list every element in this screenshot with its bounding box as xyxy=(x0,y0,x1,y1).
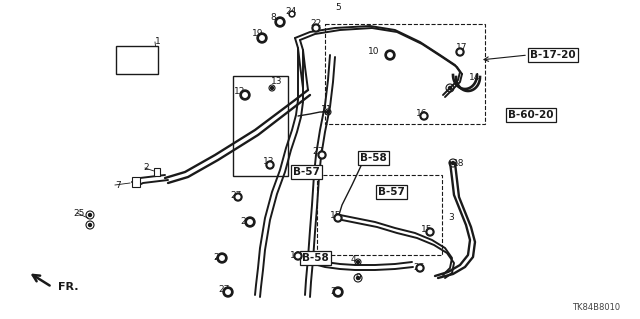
Text: B-57: B-57 xyxy=(378,187,405,197)
Circle shape xyxy=(314,26,318,30)
Text: 23: 23 xyxy=(330,286,341,295)
Bar xyxy=(116,46,158,74)
Circle shape xyxy=(260,36,264,40)
Circle shape xyxy=(449,86,451,90)
Circle shape xyxy=(336,216,340,220)
Circle shape xyxy=(275,17,285,27)
Text: 10: 10 xyxy=(368,48,380,56)
Text: B-58: B-58 xyxy=(302,253,329,263)
Circle shape xyxy=(278,20,282,24)
Circle shape xyxy=(289,11,295,17)
Circle shape xyxy=(248,220,252,224)
Circle shape xyxy=(458,50,462,54)
Text: 27: 27 xyxy=(312,147,323,157)
Text: FR.: FR. xyxy=(58,282,79,292)
Circle shape xyxy=(333,287,343,297)
Circle shape xyxy=(426,228,434,236)
Circle shape xyxy=(418,266,422,270)
Circle shape xyxy=(245,217,255,227)
Circle shape xyxy=(266,161,274,169)
Text: 6: 6 xyxy=(359,151,365,160)
Text: 15: 15 xyxy=(421,226,433,234)
Text: 13: 13 xyxy=(271,78,282,86)
Text: TK84B8010: TK84B8010 xyxy=(572,303,620,313)
Text: 3: 3 xyxy=(448,213,454,222)
Text: 2: 2 xyxy=(143,164,148,173)
Text: 25: 25 xyxy=(73,209,84,218)
Text: 24: 24 xyxy=(285,8,296,17)
Text: 9: 9 xyxy=(355,273,361,283)
Text: 16: 16 xyxy=(416,108,428,117)
Circle shape xyxy=(356,261,360,263)
Text: 27: 27 xyxy=(218,286,229,294)
Text: B-58: B-58 xyxy=(360,153,387,163)
Circle shape xyxy=(422,114,426,118)
Circle shape xyxy=(257,33,267,43)
Text: 27: 27 xyxy=(230,190,241,199)
Circle shape xyxy=(88,224,92,226)
Text: 21: 21 xyxy=(213,253,225,262)
Text: 15: 15 xyxy=(330,211,342,219)
Circle shape xyxy=(240,90,250,100)
Circle shape xyxy=(268,163,272,167)
Circle shape xyxy=(388,53,392,57)
Bar xyxy=(317,175,442,255)
Text: 22: 22 xyxy=(310,19,321,28)
Text: 12: 12 xyxy=(234,87,245,97)
Text: 17: 17 xyxy=(456,43,467,53)
Text: B-57: B-57 xyxy=(293,167,320,177)
Bar xyxy=(325,24,485,124)
Text: 26: 26 xyxy=(413,263,424,272)
Text: B-17-20: B-17-20 xyxy=(530,50,575,60)
Circle shape xyxy=(456,48,464,56)
Circle shape xyxy=(234,193,242,201)
Circle shape xyxy=(294,252,302,260)
Text: 18: 18 xyxy=(453,159,465,167)
Text: 8: 8 xyxy=(270,13,276,23)
Circle shape xyxy=(236,195,240,199)
Text: 5: 5 xyxy=(335,4,340,12)
Text: 1: 1 xyxy=(155,38,161,47)
Bar xyxy=(233,76,288,176)
Circle shape xyxy=(223,287,233,297)
Text: 19: 19 xyxy=(252,29,264,39)
Bar xyxy=(154,168,160,176)
Circle shape xyxy=(451,161,454,165)
Circle shape xyxy=(217,253,227,263)
Circle shape xyxy=(312,24,320,32)
Circle shape xyxy=(220,256,224,260)
Circle shape xyxy=(385,50,395,60)
Circle shape xyxy=(320,153,324,157)
Circle shape xyxy=(356,277,360,279)
Circle shape xyxy=(243,93,247,97)
Circle shape xyxy=(226,290,230,294)
Text: B-60-20: B-60-20 xyxy=(508,110,554,120)
Circle shape xyxy=(336,290,340,294)
Circle shape xyxy=(334,214,342,222)
Text: 13: 13 xyxy=(263,158,275,167)
Circle shape xyxy=(318,151,326,159)
Text: 16: 16 xyxy=(290,251,301,261)
Circle shape xyxy=(291,13,293,15)
Text: 14: 14 xyxy=(469,73,481,83)
Text: 20: 20 xyxy=(240,218,252,226)
Circle shape xyxy=(428,230,432,234)
Text: 7: 7 xyxy=(115,181,121,189)
Text: 11: 11 xyxy=(321,106,333,115)
Text: 4: 4 xyxy=(351,256,356,264)
Circle shape xyxy=(416,264,424,272)
Circle shape xyxy=(88,213,92,217)
Bar xyxy=(132,177,140,187)
Circle shape xyxy=(326,110,330,114)
Circle shape xyxy=(420,112,428,120)
Circle shape xyxy=(271,86,273,90)
Circle shape xyxy=(296,254,300,258)
